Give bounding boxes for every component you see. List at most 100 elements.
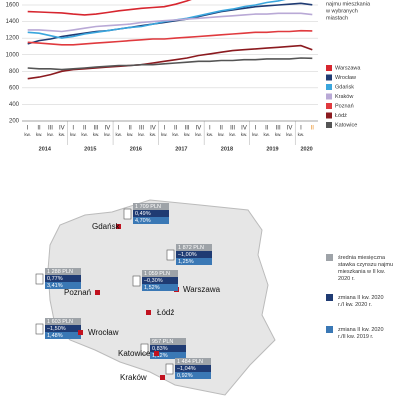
x-tick-label: I [255,126,257,132]
year-label: 2018 [221,146,233,152]
map-legend-label: zmiana II kw. 2020 r./II kw. 2019 r. [338,327,384,340]
map-legend-label: zmiana II kw. 2020 r./I kw. 2020 r. [338,295,384,308]
x-tick-suffix: kw. [218,132,225,137]
x-tick-label: III [230,126,235,132]
x-tick-label: II [265,126,269,132]
city-icon [166,249,175,261]
city-icon [123,208,132,220]
series-line [27,0,192,16]
x-tick-label: I [27,126,29,132]
x-tick-suffix: kw. [275,132,282,137]
x-tick-suffix: kw. [36,132,43,137]
x-tick-label: I [300,126,302,132]
x-tick-label: III [276,126,281,132]
x-tick-suffix: kw. [93,132,100,137]
city-box-row [175,372,211,379]
legend-label: Wrocław [335,75,356,81]
x-tick-suffix: kw. [24,132,31,137]
city-rent: 1 709 PLN [135,204,161,210]
city-box-row [142,277,178,284]
legend-label: Warszawa [335,65,361,71]
x-tick-suffix: kw. [184,132,191,137]
legend-label: Katowice [335,122,357,128]
legend-swatch [326,103,332,109]
city-change-y: 4,70% [135,218,151,224]
x-tick-label: III [185,126,190,132]
year-label: 2019 [266,146,278,152]
y-tick-label: 800 [9,69,20,75]
x-tick-suffix: kw. [59,132,66,137]
legend-label: Kraków [335,94,353,100]
x-tick-suffix: kw. [241,132,248,137]
city-name: Katowice [118,349,151,358]
city-group: 1 059 PLN–0,30%1,52% Łódź [132,270,178,317]
legend-swatch [326,93,332,100]
city-name: Łódź [157,308,174,317]
city-rent: 1 603 PLN [47,319,73,325]
city-box-row [142,284,178,291]
year-label: 2015 [84,146,96,152]
year-label: 2016 [130,146,142,152]
city-group: 1 603 PLN–1,50%1,48% Wrocław [35,318,119,339]
x-tick-label: II [128,126,132,132]
x-tick-suffix: kw. [286,132,293,137]
city-rent: 957 PLN [152,339,173,345]
x-tick-label: I [163,126,165,132]
x-tick-suffix: kw. [252,132,259,137]
x-tick-label: II [37,126,41,132]
city-marker [146,310,151,315]
city-icon [35,323,44,335]
legend-label: Gdańsk [335,84,354,90]
city-marker [160,375,165,380]
line-chart: 2004006008001000120014001600Ikw.IIkw.III… [6,0,371,152]
legend-swatch [326,84,332,90]
map-legend-swatch [326,254,333,261]
city-name: Warszawa [183,285,221,294]
x-tick-label: I [209,126,211,132]
city-name: Poznań [64,288,91,297]
city-change-q: 0,77% [47,276,63,282]
legend-swatch [326,112,332,119]
plot-area [27,0,313,80]
city-rent: 1 872 PLN [178,245,204,251]
year-label: 2017 [175,146,187,152]
city-box-row [176,251,212,258]
x-tick-label: IV [105,126,111,132]
city-box-row [176,258,212,265]
city-box-row [133,203,169,210]
x-tick-label: II [174,126,178,132]
city-box-row [45,268,81,275]
map-legend-swatch [326,326,333,333]
y-tick-label: 1600 [6,3,20,9]
series-line [27,44,313,80]
city-box-row [45,282,81,289]
city-group: 1 484 PLN–1,04%0,92% Kraków [120,358,211,382]
x-tick-suffix: kw. [195,132,202,137]
x-tick-suffix: kw. [264,132,271,137]
x-tick-suffix: kw. [207,132,214,137]
x-tick-suffix: kw. [104,132,111,137]
city-change-q: –1,00% [178,252,197,258]
city-icon [165,363,174,375]
city-change-q: –1,04% [177,366,196,372]
x-tick-label: IV [150,126,156,132]
y-tick-label: 1000 [6,52,20,58]
x-tick-label: I [118,126,120,132]
y-tick-label: 600 [9,85,20,91]
x-tick-label: IV [59,126,65,132]
y-tick-label: 1400 [6,19,20,25]
legend-title: w wybranych [325,8,358,14]
series-line [27,57,313,71]
city-marker [154,351,159,356]
map-outline [47,199,276,396]
x-tick-label: IV [196,126,202,132]
city-name: Gdańsk [92,222,121,231]
city-change-q: 0,83% [152,346,168,352]
city-box-row [150,352,186,359]
series-line [27,12,313,33]
city-name: Wrocław [88,328,119,337]
x-tick-suffix: kw. [81,132,88,137]
x-tick-label: III [93,126,98,132]
